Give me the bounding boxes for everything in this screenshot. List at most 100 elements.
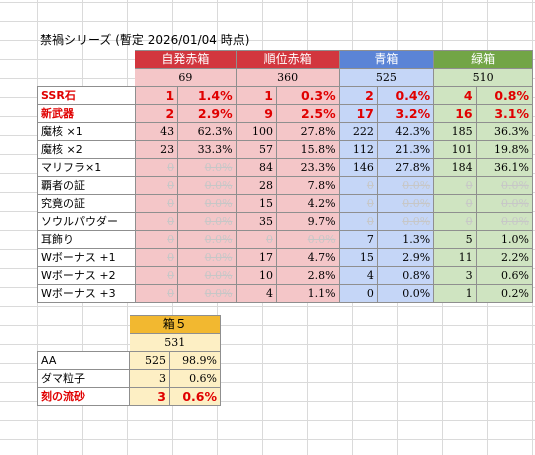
drop-rate: 4.2% [276,194,340,213]
drop-rate: 0.6% [476,266,534,285]
table-row: 究竟の証 0 0.0% 15 4.2% 0 0.0% 0 0.0% [37,194,534,213]
drop-count: 15 [236,194,277,213]
total-count: 360 [236,68,340,87]
drop-count: 146 [339,158,378,177]
drop-count: 184 [433,158,477,177]
drop-rate: 19.8% [476,140,534,159]
drop-rate: 0.8% [377,266,435,285]
box5-header: 箱５ [129,315,222,334]
totals-row: 69 360 525 510 [38,68,533,87]
drop-rate: 0.0% [476,176,534,195]
drop-count: 0 [433,212,477,231]
drop-count: 0 [135,158,179,177]
drop-rate: 0.0% [377,212,435,231]
box5-table: 箱５ 531 AA 525 98.9% ダマ粒子 3 0.6% 刻の流砂 3 0.6% [37,315,222,406]
drop-rate: 15.8% [276,140,340,159]
drop-count: 0 [135,266,179,285]
drop-rate: 1.4% [177,86,237,105]
table-row: 魔核 ×1 43 62.3% 100 27.8% 222 42.3% 185 36.3% [37,122,534,141]
drop-count: 1 [433,284,477,303]
drop-count: 15 [339,248,378,267]
drop-count: 4 [236,284,277,303]
drop-count: 0 [135,230,179,249]
drop-rate: 0.0% [177,194,237,213]
drop-rate: 0.3% [276,86,340,105]
drop-rate: 2.2% [476,248,534,267]
drop-count: 35 [236,212,277,231]
table-row: ソウルパウダー 0 0.0% 35 9.7% 0 0.0% 0 0.0% [37,212,534,231]
drop-rate: 0.0% [276,230,340,249]
drop-count: 4 [339,266,378,285]
column-header: 自発赤箱 [135,50,237,69]
drop-count: 2 [339,86,378,105]
row-label: SSR石 [37,86,136,105]
row-label: 魔核 ×1 [37,122,136,141]
drop-count: 28 [236,176,277,195]
drop-rate: 21.3% [377,140,435,159]
drop-rate: 62.3% [177,122,237,141]
table-row: AA 525 98.9% [37,351,222,370]
drop-count: 84 [236,158,277,177]
drop-rate: 0.6% [169,387,222,406]
drop-rate: 1.0% [476,230,534,249]
drop-rate: 9.7% [276,212,340,231]
table-row: Wボーナス +1 0 0.0% 17 4.7% 15 2.9% 11 2.2% [37,248,534,267]
drop-count: 11 [433,248,477,267]
drop-rate: 0.2% [476,284,534,303]
drop-count: 16 [433,104,477,123]
drop-count: 1 [236,86,277,105]
drop-count: 10 [236,266,277,285]
drop-count: 0 [339,176,378,195]
drop-count: 3 [129,369,170,388]
drop-count: 3 [433,266,477,285]
drop-count: 0 [339,284,378,303]
table-row: Wボーナス +3 0 0.0% 4 1.1% 0 0.0% 1 0.2% [37,284,534,303]
drop-count: 3 [129,387,170,406]
drop-rate: 98.9% [169,351,222,370]
drop-count: 0 [339,194,378,213]
row-label: 覇者の証 [37,176,136,195]
drop-rate: 36.1% [476,158,534,177]
drop-count: 4 [433,86,477,105]
drop-rate: 23.3% [276,158,340,177]
drop-rate: 2.8% [276,266,340,285]
header-row: 自発赤箱 順位赤箱 青箱 緑箱 [38,50,533,69]
drop-count: 0 [236,230,277,249]
table-row: 耳飾り 0 0.0% 0 0.0% 7 1.3% 5 1.0% [37,230,534,249]
row-label: Wボーナス +2 [37,266,136,285]
row-label: 究竟の証 [37,194,136,213]
table-row: Wボーナス +2 0 0.0% 10 2.8% 4 0.8% 3 0.6% [37,266,534,285]
drop-count: 0 [433,176,477,195]
drop-rate: 7.8% [276,176,340,195]
drop-count: 0 [433,194,477,213]
drop-rate: 0.0% [476,212,534,231]
table-row: 新武器 2 2.9% 9 2.5% 17 3.2% 16 3.1% [37,104,534,123]
drop-rate: 36.3% [476,122,534,141]
drop-count: 57 [236,140,277,159]
drop-count: 222 [339,122,378,141]
box5-total-row: 531 [38,333,222,352]
drop-rate-rows: SSR石 1 1.4% 1 0.3% 2 0.4% 4 0.8% 新武器 2 2.9% 9 2.5% 17 3… [37,86,534,303]
column-header: 順位赤箱 [236,50,340,69]
drop-rate: 0.4% [377,86,435,105]
table-row: マリフラ×1 0 0.0% 84 23.3% 146 27.8% 184 36.1% [37,158,534,177]
row-label: Wボーナス +3 [37,284,136,303]
drop-rate: 0.0% [177,230,237,249]
drop-count: 0 [135,248,179,267]
drop-rate: 1.3% [377,230,435,249]
drop-rate-table: 自発赤箱 順位赤箱 青箱 緑箱 69 360 525 510 SSR石 1 1.4%… [37,50,534,303]
table-row: SSR石 1 1.4% 1 0.3% 2 0.4% 4 0.8% [37,86,534,105]
total-count: 525 [339,68,435,87]
drop-rate: 0.0% [177,284,237,303]
drop-rate: 0.0% [377,176,435,195]
drop-count: 525 [129,351,170,370]
row-label: ソウルパウダー [37,212,136,231]
drop-rate: 0.8% [476,86,534,105]
drop-count: 0 [339,212,378,231]
drop-count: 0 [135,194,179,213]
row-label: Wボーナス +1 [37,248,136,267]
drop-count: 5 [433,230,477,249]
drop-count: 17 [236,248,277,267]
row-label: 耳飾り [37,230,136,249]
drop-count: 23 [135,140,179,159]
